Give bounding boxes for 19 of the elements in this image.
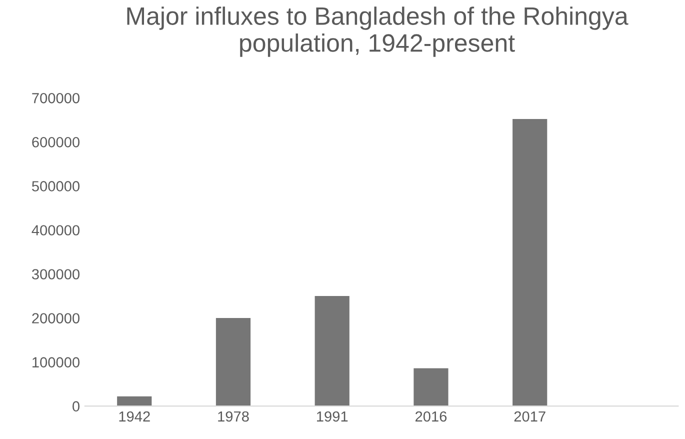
y-tick-label: 200000 bbox=[32, 313, 80, 324]
bar bbox=[512, 119, 548, 406]
x-tick-label: 1991 bbox=[317, 411, 348, 422]
x-tick-label: 2017 bbox=[514, 411, 546, 422]
y-tick-label: 500000 bbox=[32, 181, 80, 192]
x-tick-label: 1978 bbox=[218, 411, 249, 422]
bar bbox=[314, 296, 350, 406]
y-tick-label: 600000 bbox=[32, 137, 80, 148]
y-tick-label: 400000 bbox=[32, 225, 80, 236]
y-tick-label: 0 bbox=[72, 401, 80, 412]
bar bbox=[117, 396, 152, 406]
y-tick-label: 700000 bbox=[32, 93, 80, 104]
y-tick-label: 300000 bbox=[32, 269, 80, 280]
x-tick-label: 1942 bbox=[119, 411, 150, 422]
y-tick-label: 100000 bbox=[32, 357, 80, 368]
x-tick-label: 2016 bbox=[415, 411, 447, 422]
bar bbox=[414, 368, 448, 406]
chart-title: Major influxes to Bangladesh of the Rohingya population, 1942-present bbox=[127, 6, 628, 57]
bar bbox=[216, 318, 251, 406]
